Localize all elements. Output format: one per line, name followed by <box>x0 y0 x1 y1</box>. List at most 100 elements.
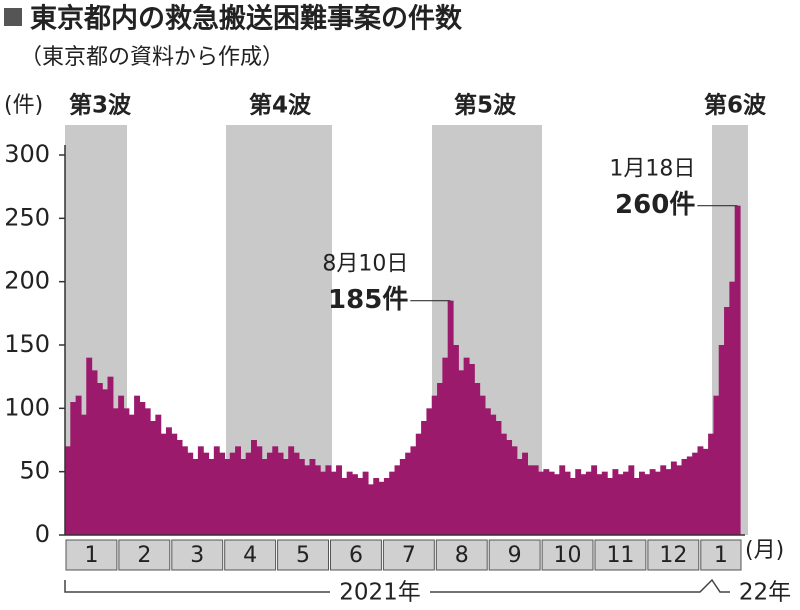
y-tick-label: 100 <box>4 393 50 421</box>
y-tick-label: 0 <box>35 520 50 548</box>
bar <box>575 469 582 535</box>
x-tick-label: 4 <box>243 543 257 568</box>
bar <box>91 370 98 535</box>
x-tick-label: 9 <box>508 543 522 568</box>
x-tick-label: 10 <box>554 543 582 568</box>
bar <box>543 469 550 535</box>
bar <box>123 408 130 535</box>
bar <box>527 465 534 535</box>
bar <box>251 440 257 535</box>
bar <box>293 452 300 535</box>
bar <box>367 484 374 535</box>
bar <box>160 433 167 535</box>
bar <box>197 446 204 535</box>
bar <box>649 469 656 535</box>
bar <box>495 421 502 535</box>
month-box <box>171 539 224 571</box>
bar <box>686 456 693 535</box>
bar <box>102 389 109 535</box>
month-box <box>488 539 541 571</box>
bar <box>118 395 125 535</box>
bar <box>580 474 587 535</box>
bar <box>665 469 672 535</box>
x-tick-label: 1 <box>84 543 98 568</box>
bar <box>150 421 156 535</box>
bar <box>468 364 475 535</box>
bar <box>660 465 667 535</box>
bar <box>639 471 645 535</box>
bar <box>399 459 406 535</box>
bar <box>729 281 736 535</box>
x-tick-label: 7 <box>402 543 416 568</box>
bar <box>357 478 364 535</box>
bar <box>447 300 454 535</box>
bar <box>314 465 321 535</box>
x-tick-label: 5 <box>296 543 310 568</box>
bar <box>623 471 629 535</box>
month-box <box>382 539 435 571</box>
bar <box>320 471 327 535</box>
month-box <box>647 539 700 571</box>
annotation-date: 8月10日 <box>322 252 408 277</box>
bar <box>490 414 497 535</box>
bar <box>734 205 741 535</box>
month-box <box>330 539 382 571</box>
bar <box>585 471 592 535</box>
month-box <box>594 539 647 571</box>
bar <box>256 446 263 535</box>
month-box <box>65 539 118 571</box>
x-tick-label: 3 <box>190 543 204 568</box>
bar <box>134 395 141 535</box>
month-box <box>118 539 171 571</box>
bar <box>219 452 226 535</box>
bar <box>538 471 544 535</box>
bar <box>474 383 481 535</box>
wave-bands <box>65 125 748 535</box>
bar <box>718 345 725 535</box>
bar <box>336 465 342 535</box>
bar <box>176 440 183 535</box>
bar <box>65 446 71 535</box>
month-box <box>541 539 594 571</box>
year-label: 2021年 <box>339 580 421 606</box>
bar <box>139 402 146 535</box>
bar <box>245 452 252 535</box>
year-bracket <box>64 578 730 593</box>
month-box <box>700 539 742 571</box>
bar <box>437 383 443 535</box>
bar <box>431 395 438 535</box>
bar <box>724 307 730 535</box>
bar <box>181 446 188 535</box>
bar <box>362 471 369 535</box>
bar <box>235 446 241 535</box>
wave-label: 第6波 <box>704 92 767 119</box>
bar <box>511 446 518 535</box>
bar <box>352 474 358 535</box>
bar <box>458 370 465 535</box>
y-tick-label: 50 <box>19 457 50 485</box>
bar <box>628 465 635 535</box>
bar <box>261 459 268 535</box>
annotation-value: 185件 <box>328 285 408 315</box>
bar <box>208 459 215 535</box>
bar <box>516 459 523 535</box>
bar <box>272 446 279 535</box>
month-box <box>277 539 330 571</box>
chart-title: 東京都内の救急搬送困難事案の件数 <box>30 3 463 35</box>
bar <box>692 452 699 535</box>
bar <box>383 478 390 535</box>
bar <box>676 465 683 535</box>
bar <box>410 446 417 535</box>
x-tick-label: 2 <box>137 543 151 568</box>
bar <box>96 383 103 535</box>
bar <box>442 357 449 535</box>
x-tick-label: 8 <box>455 543 469 568</box>
month-box <box>435 539 488 571</box>
bar <box>282 459 289 535</box>
month-box <box>224 539 277 571</box>
bar <box>452 345 459 535</box>
bar <box>548 471 555 535</box>
y-tick-label: 250 <box>4 203 50 231</box>
bar <box>506 440 513 535</box>
bar <box>713 395 720 535</box>
